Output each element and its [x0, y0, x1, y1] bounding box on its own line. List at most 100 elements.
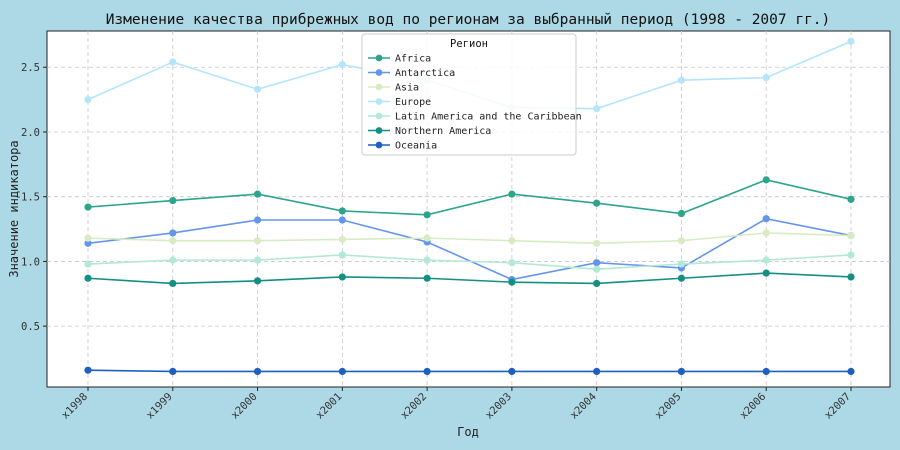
data-point	[338, 235, 346, 244]
data-point	[508, 190, 516, 198]
legend-label: Antarctica	[395, 68, 455, 79]
x-axis-label: Год	[457, 425, 479, 439]
legend: Регион Africa Antarctica Asia Europe Latin A…	[361, 33, 582, 156]
series-africa	[84, 176, 855, 219]
data-point	[847, 231, 855, 240]
data-point	[423, 256, 431, 264]
data-point	[253, 85, 262, 93]
data-point	[338, 251, 346, 259]
y-axis: 0.5 1.0 1.5 2.0 2.5	[21, 62, 47, 333]
data-point	[762, 256, 770, 264]
data-point	[169, 237, 177, 245]
legend-label: Latin America and the Caribbean	[395, 112, 582, 123]
data-point	[847, 37, 855, 45]
legend-label: Asia	[395, 83, 419, 94]
data-point	[84, 366, 92, 374]
x-tick-label: x2004	[568, 391, 599, 422]
data-point	[253, 277, 262, 285]
data-point	[677, 367, 686, 376]
data-point	[508, 237, 516, 245]
legend-marker	[375, 69, 383, 76]
data-point	[677, 209, 686, 218]
series-line	[87, 272, 852, 285]
data-point	[847, 273, 855, 281]
data-point	[593, 367, 601, 376]
x-tick-label: x2002	[398, 391, 429, 422]
data-point	[169, 196, 177, 205]
legend-marker	[375, 83, 383, 91]
data-point	[169, 367, 177, 376]
legend-marker	[375, 54, 383, 62]
data-point	[253, 367, 262, 376]
data-point	[593, 265, 601, 273]
y-tick-label: 2.5	[21, 62, 40, 74]
x-axis: x1998 x1999 x2000 x2001 x2002 x2003 x2004 x2005…	[59, 387, 853, 421]
data-point	[169, 58, 177, 66]
data-point	[423, 211, 431, 219]
data-point	[338, 367, 346, 376]
data-point	[84, 239, 92, 247]
y-tick-label: 1.5	[21, 192, 40, 204]
data-point	[847, 367, 855, 376]
data-point	[169, 279, 177, 288]
series-line	[87, 179, 852, 216]
data-point	[338, 216, 346, 224]
legend-marker	[375, 112, 383, 120]
legend-label: Oceania	[395, 141, 437, 152]
x-tick-label: x2000	[229, 391, 260, 422]
data-point	[253, 190, 262, 198]
data-point	[508, 367, 516, 376]
data-point	[253, 256, 262, 264]
series-asia	[84, 229, 855, 247]
data-point	[762, 74, 770, 82]
data-point	[593, 199, 601, 207]
x-tick-label: x2005	[653, 391, 684, 422]
data-point	[84, 260, 92, 268]
series-latin-america-and-the-caribbean	[84, 251, 855, 273]
series-line	[87, 369, 851, 373]
data-point	[169, 256, 177, 264]
series-northern-america	[84, 269, 855, 288]
data-point	[593, 259, 601, 267]
series-line	[87, 254, 852, 270]
data-point	[677, 274, 686, 282]
data-point	[423, 367, 431, 376]
data-point	[84, 203, 92, 211]
x-tick-label: x1998	[59, 391, 90, 422]
data-point	[253, 216, 262, 224]
x-tick-label: x1999	[144, 391, 175, 422]
data-point	[84, 274, 92, 282]
legend-item: Antarctica	[368, 68, 455, 79]
chart-title: Изменение качества прибрежных вод по рег…	[106, 12, 831, 28]
data-point	[847, 195, 855, 203]
series-layer	[84, 37, 855, 376]
y-tick-label: 0.5	[21, 321, 40, 333]
data-point	[338, 61, 346, 69]
legend-items: Africa Antarctica Asia Europe Latin America …	[368, 54, 582, 152]
legend-item: Latin America and the Caribbean	[368, 112, 582, 123]
data-point	[338, 207, 346, 215]
x-tick-label: x2003	[483, 391, 514, 422]
legend-item: Europe	[368, 97, 431, 108]
data-point	[847, 251, 855, 259]
data-point	[593, 279, 601, 288]
legend-marker	[375, 98, 383, 105]
y-tick-label: 1.0	[21, 256, 40, 268]
legend-label: Africa	[395, 54, 431, 65]
data-point	[677, 260, 686, 268]
legend-marker	[375, 141, 383, 149]
data-point	[84, 234, 92, 242]
data-point	[762, 176, 770, 184]
data-point	[253, 237, 262, 245]
data-point	[423, 234, 431, 242]
data-point	[762, 367, 770, 376]
x-tick-label: x2006	[738, 391, 769, 422]
series-oceania	[84, 366, 855, 376]
data-point	[508, 278, 516, 286]
data-point	[169, 229, 177, 237]
data-point	[593, 105, 601, 113]
data-point	[84, 96, 92, 104]
data-point	[762, 269, 770, 277]
x-tick-label: x2007	[822, 391, 853, 422]
legend-item: Asia	[368, 83, 419, 94]
